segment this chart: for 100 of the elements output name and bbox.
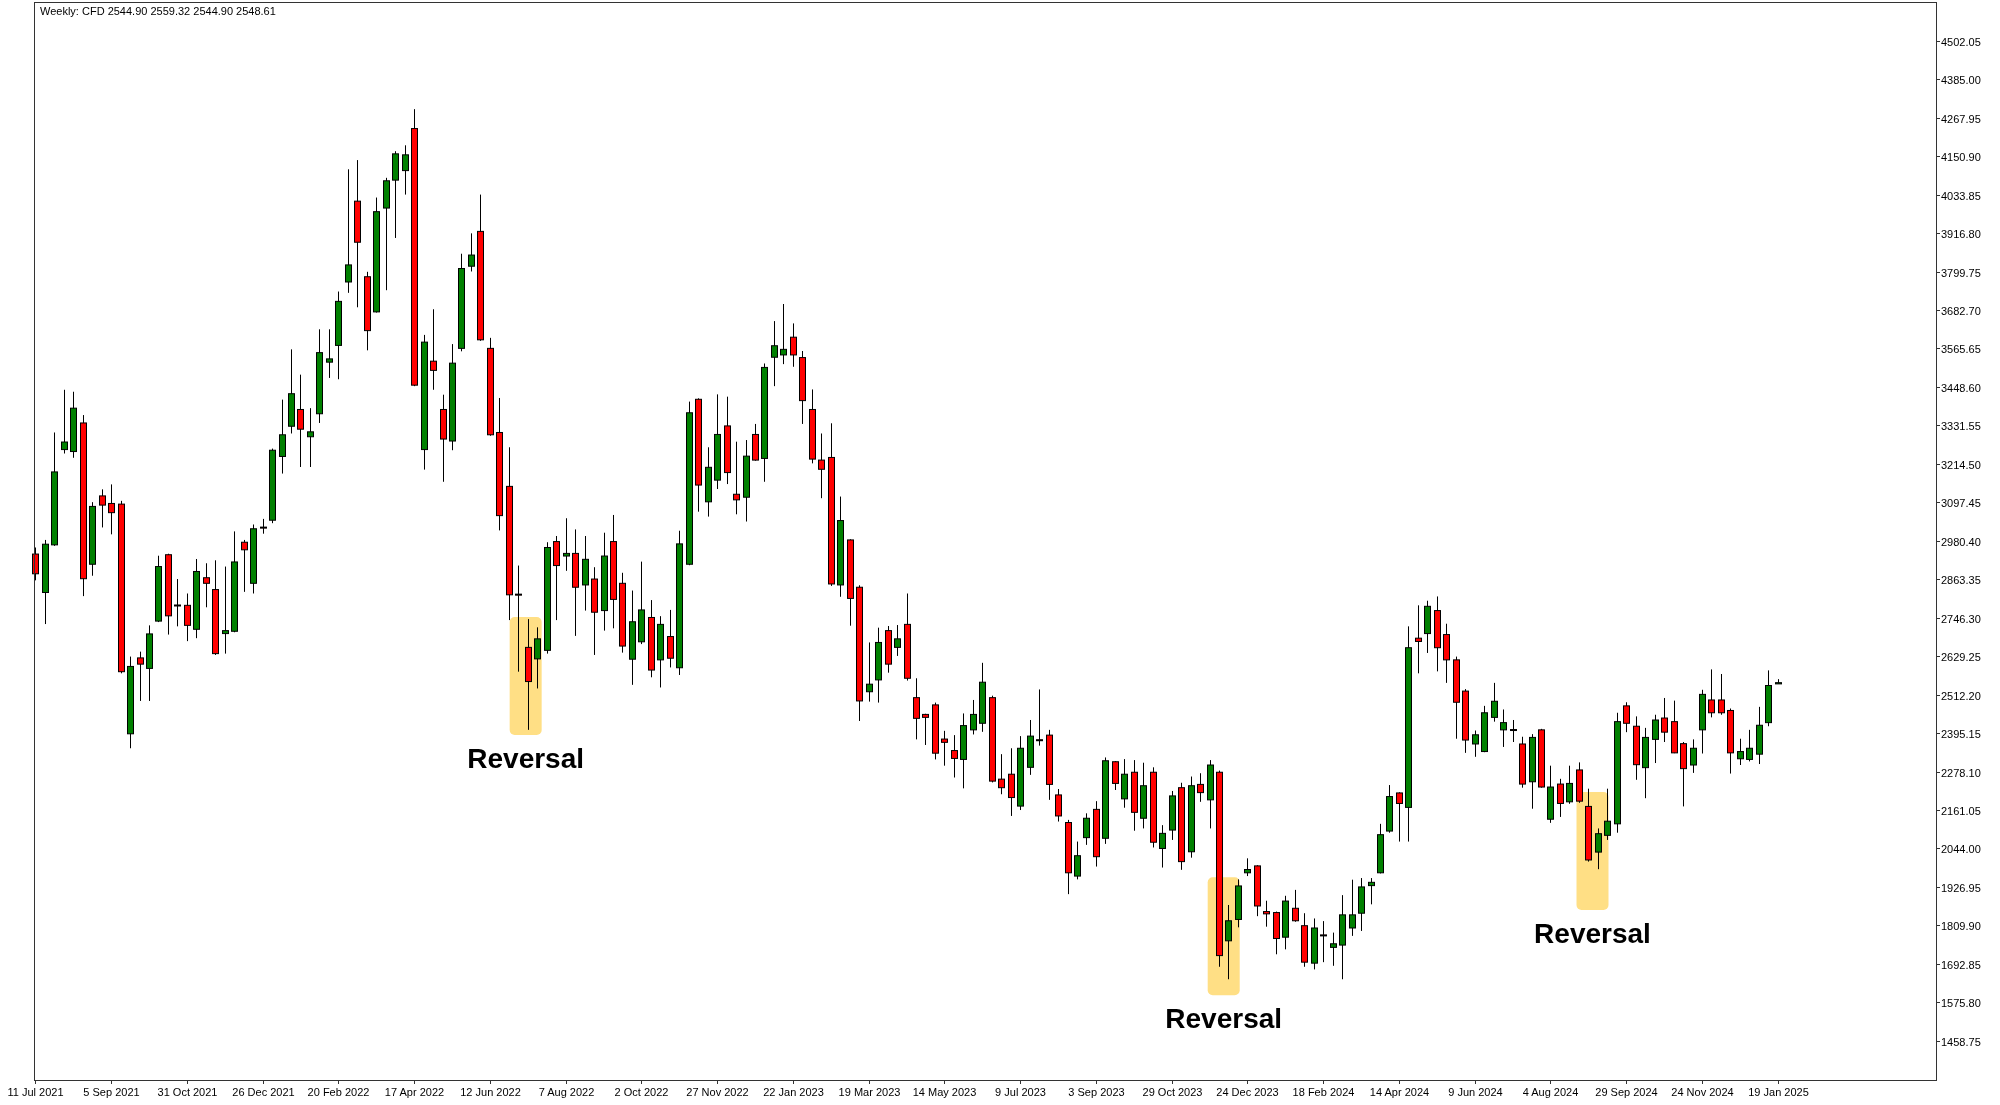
candlestick <box>174 578 181 627</box>
y-tick-label: 2746.30 <box>1941 612 1981 625</box>
candlestick <box>279 399 286 475</box>
candlestick <box>1225 904 1232 980</box>
annotation: Reversal <box>467 743 585 774</box>
candlestick <box>345 168 352 294</box>
candlestick <box>998 753 1005 795</box>
y-tick-label: 1575.80 <box>1941 996 1981 1009</box>
annotation: Reversal <box>1534 917 1651 949</box>
candlestick <box>1396 791 1403 843</box>
x-tick-label: 24 Nov 2024 <box>1671 1086 1734 1098</box>
candlestick <box>515 565 522 673</box>
y-tick-label: 3448.60 <box>1941 381 1981 394</box>
y-tick-label: 2278.10 <box>1941 766 1981 779</box>
candlestick <box>1652 714 1659 764</box>
candlestick <box>1491 682 1498 723</box>
candlestick <box>790 322 797 368</box>
candlestick <box>1074 841 1081 880</box>
candlestick <box>1661 697 1668 743</box>
y-tick-label: 2044.00 <box>1941 842 1981 855</box>
candlestick <box>1566 765 1573 805</box>
candlestick <box>922 713 929 746</box>
x-tick-label: 9 Jul 2023 <box>995 1086 1046 1098</box>
candlestick <box>326 328 333 379</box>
candlestick <box>913 677 920 740</box>
candlestick <box>1055 788 1062 823</box>
x-tick-label: 17 Apr 2022 <box>384 1086 445 1098</box>
x-tick-label: 26 Dec 2021 <box>232 1086 295 1098</box>
candlestick <box>1500 708 1507 748</box>
candlestick <box>1320 920 1327 963</box>
y-tick-label: 3565.65 <box>1941 342 1981 355</box>
y-tick-label: 2512.20 <box>1941 689 1981 702</box>
candlestick <box>1159 824 1166 869</box>
candlestick <box>1718 673 1725 716</box>
x-tick-label: 19 Jan 2025 <box>1748 1086 1809 1098</box>
candlestick <box>430 308 437 391</box>
candlestick <box>1197 772 1204 803</box>
candlestick <box>1368 877 1375 905</box>
candlestick <box>1330 932 1337 967</box>
candlestick <box>553 535 560 621</box>
candlestick <box>563 517 570 572</box>
x-tick-label: 29 Oct 2023 <box>1142 1086 1203 1098</box>
candlestick <box>534 626 541 689</box>
candlestick <box>1083 812 1090 846</box>
candlestick <box>1623 701 1630 733</box>
candlestick <box>894 624 901 657</box>
y-tick-label: 2863.35 <box>1941 573 1981 586</box>
candlestick <box>184 592 191 642</box>
y-tick-label: 3331.55 <box>1941 419 1981 432</box>
x-tick-label: 12 Jun 2022 <box>460 1086 521 1098</box>
y-tick-label: 2395.15 <box>1941 727 1981 740</box>
candlestick <box>61 389 68 455</box>
y-tick-label: 4150.90 <box>1941 150 1981 163</box>
candlestick <box>1415 604 1422 674</box>
y-tick-label: 3097.45 <box>1941 496 1981 509</box>
candlestick <box>970 699 977 735</box>
x-tick-label: 2 Oct 2022 <box>614 1086 669 1098</box>
x-tick-label: 14 May 2023 <box>912 1086 977 1098</box>
candlestick <box>733 441 740 515</box>
candlestick <box>667 609 674 668</box>
y-tick-label: 4385.00 <box>1941 73 1981 86</box>
candlestick <box>1510 719 1517 743</box>
candlestick <box>1595 827 1602 870</box>
candlestick <box>1472 730 1479 758</box>
y-tick-label: 2161.05 <box>1941 804 1981 817</box>
candlestick <box>99 488 106 528</box>
y-tick-label: 2980.40 <box>1941 535 1981 548</box>
candlestick <box>402 144 409 196</box>
x-tick-label: 11 Jul 2021 <box>7 1086 64 1098</box>
candlestick <box>1008 747 1015 817</box>
y-tick-label: 3214.50 <box>1941 458 1981 471</box>
candlestick <box>307 407 314 468</box>
candlestick <box>108 483 115 535</box>
candlestick <box>1349 879 1356 937</box>
candlestick <box>1292 889 1299 923</box>
x-tick-label: 7 Aug 2022 <box>538 1086 595 1098</box>
candlestick <box>222 566 229 655</box>
x-tick-label: 5 Sep 2021 <box>83 1086 140 1098</box>
y-tick-label: 1458.75 <box>1941 1035 1981 1048</box>
candlestick <box>203 562 210 608</box>
x-tick-label: 31 Oct 2021 <box>157 1086 218 1098</box>
x-tick-label: 29 Sep 2024 <box>1595 1086 1658 1098</box>
candlestick <box>771 320 778 387</box>
y-tick-label: 3916.80 <box>1941 227 1981 240</box>
x-tick-label: 20 Feb 2022 <box>307 1086 370 1098</box>
candlestick <box>468 232 475 272</box>
candlestick <box>1263 900 1270 928</box>
y-tick-label: 3682.70 <box>1941 304 1981 317</box>
candlestick <box>780 303 787 365</box>
y-tick-label: 1809.90 <box>1941 919 1981 932</box>
candlestick <box>866 641 873 703</box>
x-tick-label: 22 Jan 2023 <box>763 1086 824 1098</box>
candlestick <box>941 730 948 767</box>
x-tick-label: 19 Mar 2023 <box>838 1086 901 1098</box>
candlestick <box>1557 778 1564 818</box>
x-tick-label: 9 Jun 2024 <box>1448 1086 1503 1098</box>
y-tick-label: 1692.85 <box>1941 958 1981 971</box>
y-tick-label: 4502.05 <box>1941 35 1981 48</box>
y-tick-label: 1926.95 <box>1941 881 1981 894</box>
x-tick-label: 4 Aug 2024 <box>1522 1086 1579 1098</box>
